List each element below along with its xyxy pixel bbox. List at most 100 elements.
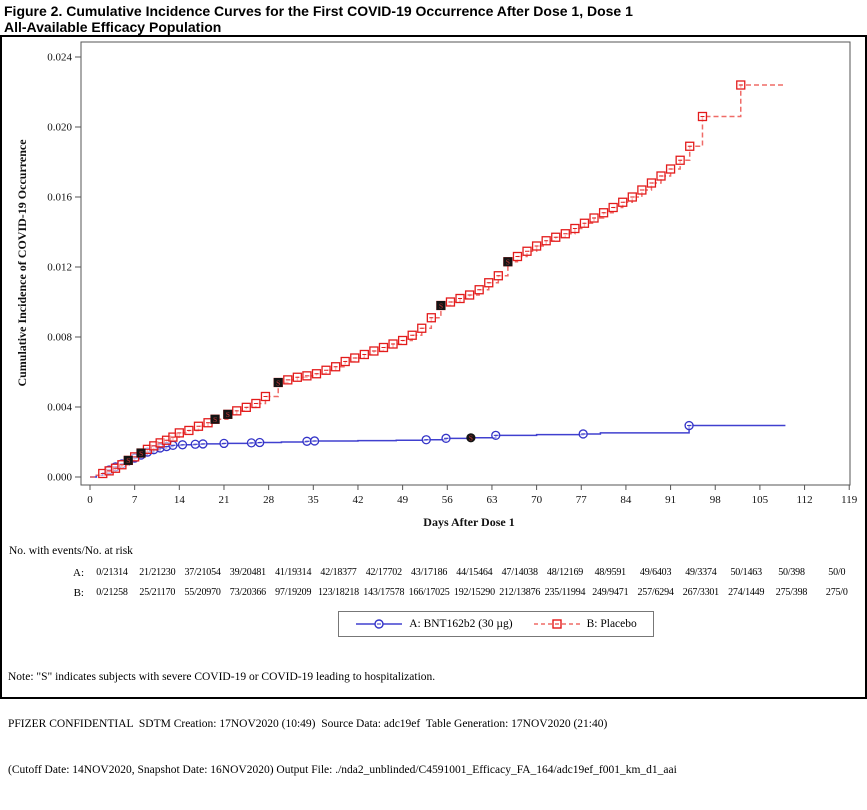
risk-value: 43/17186	[411, 567, 448, 578]
x-tick-label: 7	[132, 494, 138, 506]
severe-label: S	[469, 434, 473, 443]
risk-value: 275/0	[825, 587, 848, 598]
risk-value: 267/3301	[682, 587, 719, 598]
risk-value: 50/1463	[730, 567, 762, 578]
severe-label: S	[276, 378, 280, 387]
footnote-confidential: PFIZER CONFIDENTIAL SDTM Creation: 17NOV…	[8, 717, 608, 730]
x-tick-label: 42	[352, 494, 363, 506]
x-tick-label: 63	[486, 494, 498, 506]
risk-value: 97/19209	[275, 587, 312, 598]
risk-value: 41/19314	[275, 567, 312, 578]
x-tick-label: 14	[174, 494, 186, 506]
x-tick-label: 119	[841, 494, 858, 506]
figure-page: { "title": { "lines": [ "Figure 2. Cumul…	[0, 3, 867, 776]
legend-item-a: A: BNT162b2 (30 µg)	[355, 618, 513, 630]
x-tick-label: 77	[576, 494, 588, 506]
footnote-severe: Note: "S" indicates subjects with severe…	[8, 671, 436, 683]
risk-value: 123/18218	[318, 587, 359, 598]
risk-value: 37/21054	[184, 567, 221, 578]
risk-value: 257/6294	[637, 587, 674, 598]
risk-value: 0/21314	[96, 567, 128, 578]
risk-value: 55/20970	[184, 587, 221, 598]
chart-legend: A: BNT162b2 (30 µg) B: Placebo	[338, 611, 654, 637]
risk-value: 73/20366	[229, 587, 266, 598]
risk-value: 25/21170	[139, 587, 176, 598]
severe-label: S	[226, 410, 230, 419]
risk-value: 212/13876	[499, 587, 541, 598]
risk-value: 192/15290	[453, 587, 495, 598]
risk-row-label-b: B:	[73, 587, 84, 599]
risk-table-header: No. with events/No. at risk	[9, 545, 133, 557]
legend-marker-a-icon	[356, 619, 403, 629]
risk-value: 42/17702	[365, 567, 402, 578]
legend-marker-b-icon	[533, 619, 580, 629]
severe-label: S	[506, 258, 510, 267]
x-tick-label: 35	[308, 494, 320, 506]
risk-value: 49/3374	[685, 567, 717, 578]
figure-box: 0.000 0.004 0.008 0.012 0.016 0.020 0.024 0 7 14…	[0, 35, 867, 776]
risk-value: 39/20481	[229, 567, 266, 578]
y-tick-label: 0.008	[47, 332, 72, 344]
severe-marker-B	[223, 409, 233, 419]
km-chart: 0.000 0.004 0.008 0.012 0.016 0.020 0.024 0 7 14…	[15, 41, 858, 529]
severe-marker-B	[210, 414, 220, 424]
x-tick-label: 112	[797, 494, 813, 506]
legend-item-b: B: Placebo	[533, 618, 637, 630]
risk-value: 166/17025	[408, 587, 450, 598]
risk-value: 50/0	[828, 567, 846, 578]
curve-B	[90, 84, 786, 478]
severe-marker-B	[503, 257, 513, 267]
legend-label-b: B: Placebo	[586, 618, 637, 630]
y-axis-ticks: 0.000 0.004 0.008 0.012 0.016 0.020 0.024	[47, 52, 81, 484]
y-tick-label: 0.016	[47, 192, 72, 204]
figure-title-line1: Figure 2. Cumulative Incidence Curves fo…	[4, 3, 633, 19]
risk-value: 0/21258	[96, 587, 128, 598]
severe-label: S	[139, 449, 143, 458]
risk-value: 48/12169	[546, 567, 584, 578]
x-tick-label: 0	[87, 494, 93, 506]
plot-frame	[80, 41, 851, 486]
x-tick-label: 56	[442, 494, 454, 506]
risk-value: 47/14038	[501, 567, 538, 578]
x-tick-label: 98	[710, 494, 722, 506]
severe-label: S	[439, 301, 443, 310]
severe-label: S	[213, 415, 217, 424]
severe-marker-B	[273, 378, 283, 387]
x-tick-label: 105	[752, 494, 769, 506]
severe-marker-A	[466, 433, 476, 443]
x-tick-label: 70	[531, 494, 543, 506]
severe-marker-B	[123, 455, 133, 465]
severe-marker-B	[436, 301, 446, 310]
footnote-cutoff: (Cutoff Date: 14NOV2020, Snapshot Date: …	[8, 764, 677, 776]
risk-value: 274/1449	[728, 587, 765, 598]
risk-value: 42/18377	[320, 567, 357, 578]
y-tick-label: 0.012	[47, 262, 72, 274]
risk-value: 249/9471	[592, 587, 629, 598]
x-tick-label: 84	[620, 494, 632, 506]
risk-value: 48/9591	[594, 567, 627, 578]
y-tick-label: 0.000	[47, 472, 72, 484]
x-tick-label: 28	[263, 494, 275, 506]
risk-value: 44/15464	[456, 567, 493, 578]
risk-value: 50/398	[778, 567, 805, 578]
y-tick-label: 0.004	[47, 402, 72, 414]
risk-row-label-a: A:	[73, 567, 84, 579]
risk-value: 21/21230	[139, 567, 176, 578]
severe-label: S	[126, 456, 130, 465]
curve-A	[90, 424, 786, 478]
severe-marker-B	[136, 448, 146, 458]
figure-title: Figure 2. Cumulative Incidence Curves fo…	[4, 3, 844, 35]
legend-label-a: A: BNT162b2 (30 µg)	[409, 618, 513, 630]
x-axis-label: Days After Dose 1	[423, 515, 514, 529]
risk-value: 235/11994	[544, 587, 586, 598]
figure-footnotes: Note: "S" indicates subjects with severe…	[8, 639, 858, 810]
x-axis-ticks: 0 7 14 21 28 35 42 49 56 63 70 77 84 91 98 105 112 119	[87, 485, 858, 506]
risk-value: 143/17578	[363, 587, 405, 598]
risk-value: 49/6403	[639, 567, 672, 578]
y-tick-label: 0.020	[47, 122, 72, 134]
risk-value: 275/398	[775, 587, 808, 598]
x-tick-label: 49	[397, 494, 409, 506]
y-axis-label: Cumulative Incidence of COVID-19 Occurre…	[15, 139, 29, 387]
